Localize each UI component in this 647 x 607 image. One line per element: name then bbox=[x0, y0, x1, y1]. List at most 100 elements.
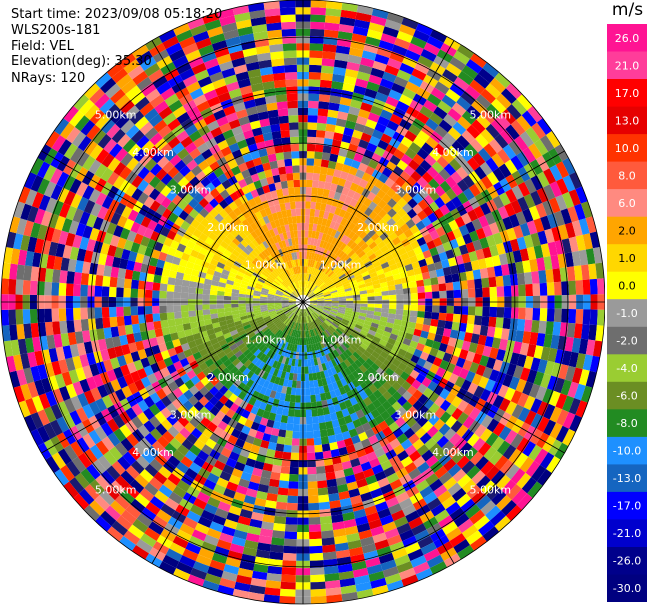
velocity-gate bbox=[328, 284, 336, 290]
velocity-gate bbox=[242, 152, 253, 163]
velocity-gate bbox=[69, 110, 85, 127]
velocity-gate bbox=[365, 119, 378, 130]
velocity-gate bbox=[272, 260, 279, 268]
velocity-gate bbox=[295, 259, 299, 267]
velocity-gate bbox=[472, 437, 486, 452]
velocity-gate bbox=[262, 355, 270, 364]
velocity-gate bbox=[341, 332, 349, 340]
velocity-gate bbox=[304, 273, 307, 281]
velocity-gate bbox=[313, 288, 321, 294]
velocity-gate bbox=[246, 216, 255, 225]
velocity-gate bbox=[432, 291, 440, 299]
velocity-gate bbox=[382, 71, 397, 83]
velocity-gate bbox=[505, 464, 520, 480]
velocity-gate bbox=[379, 78, 394, 90]
velocity-gate bbox=[225, 36, 241, 47]
velocity-gate bbox=[91, 459, 107, 475]
velocity-gate bbox=[286, 209, 292, 218]
ring-label: 3.00km bbox=[170, 408, 212, 421]
velocity-gate bbox=[415, 427, 427, 439]
velocity-gate bbox=[305, 215, 310, 224]
velocity-gate bbox=[130, 460, 145, 475]
velocity-gate bbox=[270, 123, 281, 133]
velocity-gate bbox=[416, 176, 429, 189]
velocity-gate bbox=[131, 315, 139, 325]
velocity-gate bbox=[217, 245, 226, 254]
velocity-gate bbox=[288, 302, 296, 304]
velocity-gate bbox=[196, 252, 206, 261]
velocity-gate bbox=[235, 274, 244, 281]
velocity-gate bbox=[201, 541, 217, 553]
ring-label: 3.00km bbox=[170, 184, 212, 197]
velocity-gate bbox=[101, 436, 115, 451]
velocity-gate bbox=[374, 146, 386, 157]
velocity-gate bbox=[451, 395, 463, 408]
velocity-gate bbox=[212, 322, 221, 329]
velocity-gate bbox=[423, 99, 438, 113]
velocity-gate bbox=[377, 385, 388, 395]
velocity-gate bbox=[330, 291, 338, 296]
velocity-gate bbox=[312, 245, 317, 254]
velocity-gate bbox=[446, 305, 454, 314]
velocity-gate bbox=[366, 310, 375, 316]
velocity-gate bbox=[316, 239, 322, 247]
velocity-gate bbox=[425, 136, 439, 149]
velocity-gate bbox=[314, 451, 324, 460]
velocity-gate bbox=[134, 379, 145, 392]
velocity-gate bbox=[247, 285, 255, 291]
velocity-gate bbox=[173, 291, 182, 299]
velocity-gate bbox=[210, 258, 219, 267]
velocity-gate bbox=[164, 497, 179, 511]
velocity-gate bbox=[324, 234, 331, 243]
velocity-gate bbox=[531, 464, 546, 482]
velocity-gate bbox=[47, 375, 59, 391]
velocity-gate bbox=[136, 224, 148, 236]
velocity-gate bbox=[281, 297, 289, 300]
velocity-gate bbox=[423, 233, 433, 244]
velocity-gate bbox=[468, 342, 478, 354]
velocity-gate bbox=[204, 319, 213, 326]
velocity-gate bbox=[394, 37, 411, 50]
velocity-gate bbox=[536, 401, 549, 417]
velocity-gate bbox=[137, 179, 149, 192]
velocity-gate bbox=[486, 326, 496, 338]
velocity-gate bbox=[268, 323, 276, 330]
velocity-gate bbox=[319, 515, 333, 525]
velocity-gate bbox=[298, 308, 302, 316]
velocity-gate bbox=[380, 133, 393, 144]
velocity-gate bbox=[356, 261, 365, 269]
velocity-gate bbox=[332, 320, 340, 327]
velocity-gate bbox=[426, 554, 444, 569]
velocity-gate bbox=[505, 188, 518, 203]
velocity-gate bbox=[364, 216, 373, 226]
velocity-gate bbox=[373, 380, 383, 390]
velocity-gate bbox=[405, 510, 420, 523]
velocity-gate bbox=[332, 521, 345, 531]
velocity-gate bbox=[73, 493, 90, 510]
velocity-gate bbox=[265, 15, 281, 24]
velocity-gate bbox=[441, 440, 455, 454]
velocity-gate bbox=[334, 52, 349, 62]
velocity-gate bbox=[101, 307, 110, 318]
velocity-gate bbox=[318, 282, 325, 288]
velocity-gate bbox=[304, 308, 308, 316]
velocity-gate bbox=[320, 273, 327, 281]
velocity-gate bbox=[377, 376, 387, 386]
velocity-gate bbox=[160, 407, 172, 419]
velocity-gate bbox=[307, 290, 313, 297]
velocity-gate bbox=[103, 450, 118, 466]
velocity-gate bbox=[566, 322, 576, 338]
velocity-gate bbox=[219, 470, 232, 482]
velocity-gate bbox=[318, 316, 325, 322]
velocity-gate bbox=[278, 322, 285, 330]
velocity-gate bbox=[60, 333, 70, 347]
velocity-gate bbox=[183, 203, 194, 215]
velocity-gate bbox=[291, 267, 295, 275]
velocity-gate bbox=[221, 414, 232, 425]
velocity-gate bbox=[379, 514, 394, 526]
velocity-gate bbox=[77, 392, 89, 408]
velocity-gate bbox=[388, 232, 398, 241]
velocity-gate bbox=[119, 489, 135, 505]
velocity-gate bbox=[326, 0, 343, 10]
velocity-gate bbox=[346, 337, 355, 344]
